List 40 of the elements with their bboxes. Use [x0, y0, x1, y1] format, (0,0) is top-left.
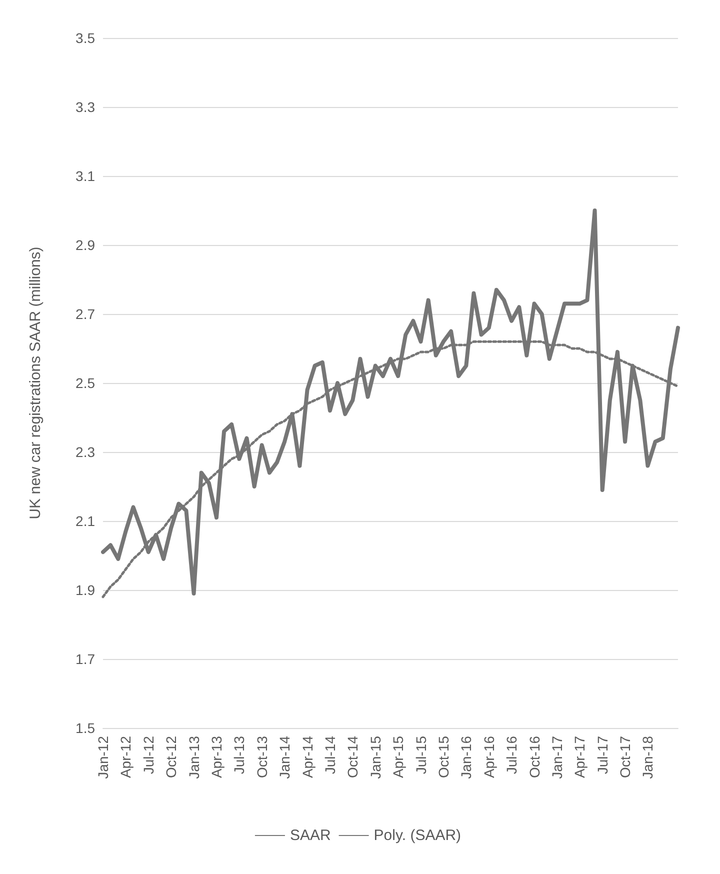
x-tick-label: Apr-15 [390, 736, 406, 778]
x-tick-label: Apr-13 [208, 736, 224, 778]
y-tick-label: 2.3 [76, 444, 96, 460]
x-tick-label: Jan-17 [548, 736, 565, 779]
x-tick-label: Jul-15 [412, 736, 429, 774]
y-tick-label: 2.9 [76, 237, 96, 253]
y-tick-label: 1.9 [76, 582, 96, 598]
x-tick-label: Apr-16 [480, 736, 497, 778]
x-tick-label: Jan-14 [276, 736, 293, 779]
y-tick-label: 2.7 [76, 306, 96, 322]
x-tick-label: Jan-12 [95, 736, 111, 779]
x-tick-label: Oct-14 [344, 736, 361, 778]
x-tick-label: Apr-12 [118, 736, 134, 778]
x-tick-label: Apr-14 [299, 736, 316, 778]
y-tick-label: 3.3 [76, 99, 96, 115]
y-tick-label: 3.1 [76, 168, 96, 184]
x-tick-label: Oct-16 [526, 736, 542, 778]
x-tick-label: Jul-14 [322, 736, 338, 774]
y-tick-label: 2.1 [76, 513, 96, 529]
x-tick-label: Jul-17 [594, 736, 610, 774]
y-tick-label: 1.7 [76, 651, 96, 667]
x-tick-label: Apr-17 [572, 736, 588, 778]
x-tick-label: Oct-17 [617, 736, 634, 778]
x-tick-label: Jul-16 [504, 736, 520, 774]
y-tick-label: 3.5 [76, 30, 96, 46]
x-tick-label: Jan-18 [640, 736, 656, 779]
x-tick-label: Jul-13 [231, 736, 248, 774]
x-tick-label: Jan-16 [458, 736, 474, 779]
y-tick-label: 2.5 [76, 375, 96, 391]
legend-label: Poly. (SAAR) [374, 827, 462, 844]
x-tick-label: Oct-12 [163, 736, 180, 778]
x-tick-label: Jul-12 [140, 736, 156, 774]
x-tick-label: Oct-15 [435, 736, 452, 778]
y-tick-label: 1.5 [76, 720, 96, 736]
x-tick-label: Oct-13 [254, 736, 270, 778]
x-tick-label: Jan-13 [186, 736, 202, 779]
legend-label: SAAR [290, 827, 331, 844]
line-series [101, 208, 680, 596]
y-axis-title: UK new car registrations SAAR (millions) [27, 246, 44, 520]
x-tick-label: Jan-15 [367, 736, 384, 779]
